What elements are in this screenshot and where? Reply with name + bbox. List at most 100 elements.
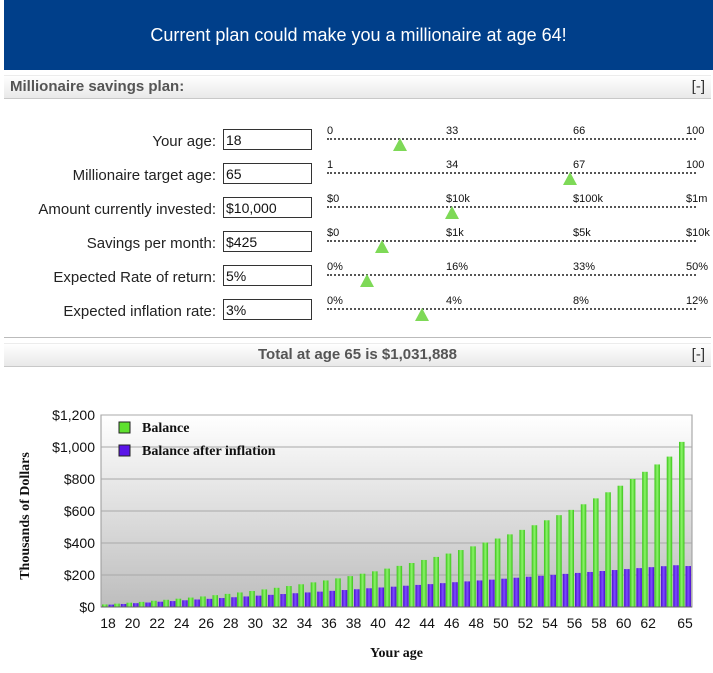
balance-bar [519,529,525,607]
balance-bar [372,571,378,607]
inflation-adjusted-bar [685,566,691,607]
x-axis-tick-label: 40 [370,615,386,631]
balance-bar [335,578,341,607]
savings-per-month-slider-thumb[interactable] [374,240,389,253]
target-age-slider-track[interactable] [327,172,696,174]
rate-of-return-tick-label: 33% [573,261,596,273]
headline-text: Current plan could make you a millionair… [150,24,567,45]
inflation-adjusted-bar [133,603,139,607]
amount-invested-input[interactable] [223,197,312,218]
your-age-input[interactable] [223,129,312,150]
x-axis-tick-label: 34 [297,615,313,631]
balance-bar [629,479,636,607]
rate-of-return-slider[interactable]: 0% 16% 33% 50% [326,261,708,291]
balance-bar [458,550,464,607]
legend-swatch [118,421,131,434]
your-age-slider-track[interactable] [327,138,696,140]
balance-bar [605,492,611,607]
savings-per-month-slider-track[interactable] [327,240,696,242]
balance-bar [384,568,390,607]
inflation-adjusted-bar [550,574,556,607]
your-age-tick-label: 0 [327,125,334,137]
x-axis-tick-label: 56 [567,615,583,631]
balance-bar [200,596,206,607]
amount-invested-slider-thumb[interactable] [444,206,459,219]
balance-bar [593,498,599,607]
balance-bar [249,591,255,607]
x-axis-label: Your age [370,646,423,661]
inflation-adjusted-bar [525,576,532,607]
savings-per-month-input[interactable] [223,231,312,252]
inflation-adjusted-bar [169,601,176,607]
your-age-tick-label: 100 [686,125,705,137]
inflation-rate-slider[interactable]: 0% 4% 8% 12% [326,295,708,325]
x-axis-tick-label: 58 [591,615,607,631]
inflation-rate-tick-label: 8% [573,295,589,307]
inflation-rate-input[interactable] [223,299,312,320]
balance-bar [322,580,329,607]
inflation-adjusted-bar [599,571,606,607]
section-divider [4,337,711,338]
x-axis-tick-label: 20 [125,615,141,631]
balance-bar [679,441,685,607]
balance-bar [433,556,439,607]
x-axis-tick-label: 42 [395,615,411,631]
balance-bar [224,593,231,607]
total-collapse-toggle[interactable]: [-] [691,346,705,363]
inflation-adjusted-bar [562,573,569,607]
savings-per-month-row: Savings per month: $0 $1k $5k $10k [0,227,713,255]
balance-bar [445,553,452,607]
inflation-adjusted-bar [206,598,213,607]
y-axis-tick-label: $400 [64,535,95,551]
balance-bar [212,595,218,607]
inflation-adjusted-bar [403,585,409,607]
savings-per-month-label: Savings per month: [86,235,216,252]
inflation-adjusted-bar [513,577,520,607]
savings-per-month-tick-label: $10k [686,227,710,239]
target-age-slider-thumb[interactable] [563,172,578,185]
target-age-input[interactable] [223,163,312,184]
rate-of-return-tick-label: 50% [686,261,709,273]
plan-collapse-toggle[interactable]: [-] [691,78,705,95]
balance-bar [396,565,403,607]
inflation-rate-slider-thumb[interactable] [415,308,430,321]
x-axis-tick-label: 48 [469,615,485,631]
balance-bar [347,576,354,607]
inflation-adjusted-bar [243,596,250,607]
legend-swatch [118,444,131,457]
rate-of-return-slider-thumb[interactable] [359,274,374,287]
amount-invested-slider-track[interactable] [327,206,696,208]
your-age-slider-thumb[interactable] [393,138,407,151]
x-axis-tick-label: 50 [493,615,509,631]
balance-bar [666,456,673,607]
balance-bar [421,559,427,607]
amount-invested-tick-label: $0 [327,193,340,205]
x-axis-tick-label: 32 [272,615,288,631]
balance-bar [126,602,133,607]
balance-bar [286,586,292,607]
balance-bar [175,598,182,607]
balance-bar [359,573,366,607]
inflation-rate-slider-track[interactable] [327,308,696,310]
inflation-rate-label: Expected inflation rate: [63,303,216,320]
amount-invested-slider[interactable]: $0 $10k $100k $1m [326,193,707,223]
balance-bar [531,525,538,607]
inflation-adjusted-bar [427,584,434,607]
inflation-adjusted-bar [280,594,286,607]
y-axis-tick-label: $800 [64,471,95,487]
balance-bar [151,600,157,607]
balance-bar [102,604,108,607]
target-age-slider[interactable]: 1 34 67 100 [326,159,704,189]
inflation-adjusted-bar [575,572,581,607]
rate-of-return-slider-track[interactable] [327,274,696,276]
inflation-adjusted-bar [390,586,397,607]
your-age-slider[interactable]: 0 33 66 100 [326,125,704,155]
rate-of-return-label: Expected Rate of return: [53,269,216,286]
balance-bar [138,601,145,607]
inflation-adjusted-bar [354,589,360,607]
target-age-row: Millionaire target age: 1 34 67 100 [0,159,713,187]
balance-bar [163,599,169,607]
inflation-adjusted-bar [464,581,471,607]
rate-of-return-input[interactable] [223,265,312,286]
savings-per-month-slider[interactable]: $0 $1k $5k $10k [326,227,710,257]
